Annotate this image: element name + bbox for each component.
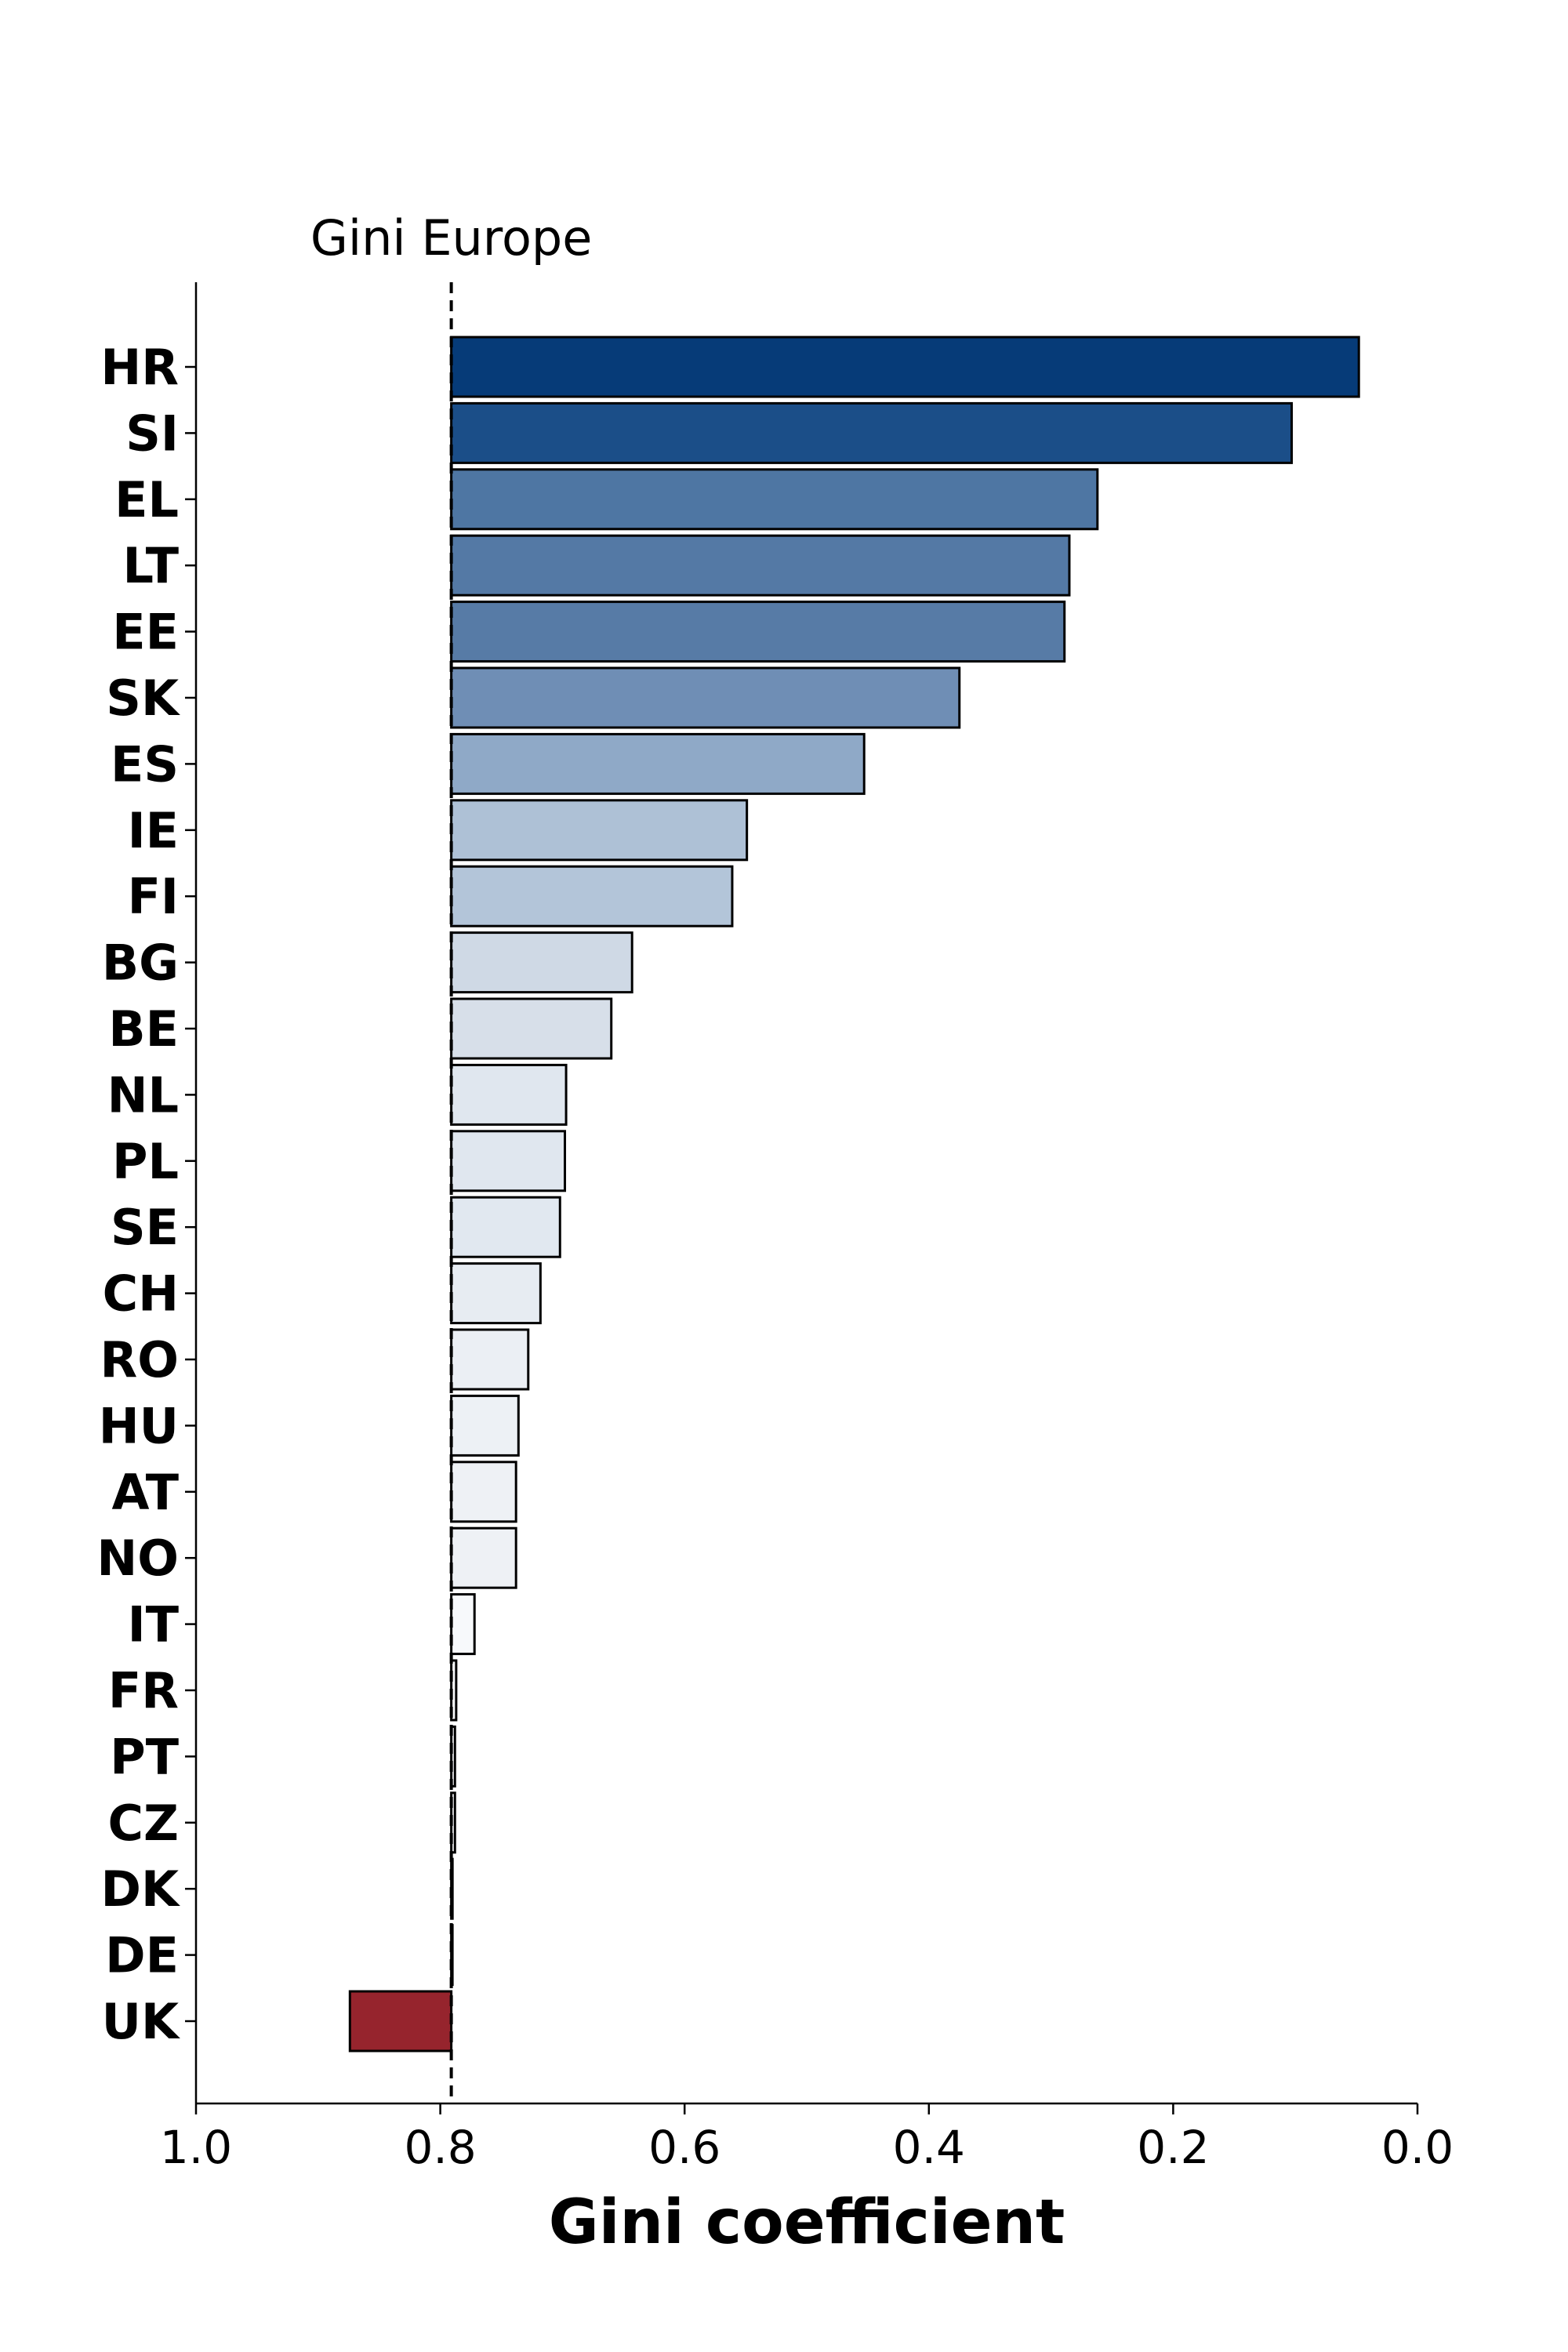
category-label-dk: DK (100, 1860, 180, 1918)
category-label-at: AT (112, 1464, 179, 1521)
bar-hr (450, 336, 1360, 398)
bar-hu (450, 1394, 520, 1457)
category-label-nl: NL (107, 1066, 179, 1123)
category-label-de: DE (105, 1927, 179, 1984)
x-tick-label: 1.0 (160, 2121, 232, 2174)
category-label-bg: BG (102, 935, 179, 992)
x-tick-label: 0.2 (1137, 2121, 1209, 2174)
category-label-hu: HU (99, 1397, 179, 1454)
category-label-ch: CH (103, 1265, 179, 1323)
bar-no (450, 1526, 517, 1589)
category-label-ro: RO (100, 1331, 179, 1388)
bar-it (450, 1593, 476, 1656)
bar-fi (450, 865, 734, 927)
bar-be (450, 997, 613, 1060)
category-label-it: IT (128, 1596, 179, 1653)
category-label-hr: HR (100, 339, 179, 396)
bar-ro (450, 1328, 530, 1391)
bar-el (450, 468, 1099, 531)
x-axis-ticks: 1.0 0.8 0.6 0.4 0.2 0.0 (160, 2103, 1454, 2174)
category-label-ie: IE (128, 802, 179, 859)
x-tick-label: 0.8 (404, 2121, 476, 2174)
category-label-el: EL (114, 471, 179, 528)
category-label-es: ES (111, 735, 179, 793)
category-label-no: NO (96, 1530, 179, 1587)
bar-es (450, 732, 866, 795)
bar-lt (450, 534, 1071, 597)
category-label-pl: PL (112, 1133, 179, 1190)
x-axis-title: Gini coefficient (549, 2187, 1065, 2258)
category-label-fr: FR (108, 1662, 179, 1719)
category-label-lt: LT (122, 537, 179, 594)
bar-ch (450, 1262, 542, 1325)
x-tick-label: 0.0 (1381, 2121, 1454, 2174)
bar-nl (450, 1063, 568, 1126)
category-label-sk: SK (106, 670, 180, 727)
bars-group (348, 336, 1360, 2053)
bar-si (450, 401, 1294, 464)
reference-label: Gini Europe (310, 209, 593, 267)
category-label-cz: CZ (108, 1795, 179, 1852)
category-label-be: BE (108, 1000, 179, 1058)
x-tick-label: 0.6 (648, 2121, 720, 2174)
bar-sk (450, 666, 961, 729)
category-label-uk: UK (102, 1993, 180, 2050)
bar-uk (348, 1990, 453, 2053)
bar-bg (450, 931, 633, 994)
category-label-si: SI (125, 405, 179, 462)
category-label-pt: PT (110, 1728, 179, 1785)
bar-ee (450, 601, 1066, 663)
category-label-fi: FI (128, 868, 179, 925)
category-label-ee: EE (112, 604, 179, 661)
category-labels: HR SI EL LT EE SK ES IE FI BG BE NL PL SE CH RO HU AT NO IT… (96, 339, 196, 2050)
bar-ie (450, 799, 749, 862)
bar-pl (450, 1130, 567, 1192)
bar-pt (450, 1725, 456, 1788)
category-label-se: SE (111, 1199, 179, 1256)
x-tick-label: 0.4 (893, 2121, 965, 2174)
bar-at (450, 1461, 517, 1523)
bar-se (450, 1196, 561, 1258)
